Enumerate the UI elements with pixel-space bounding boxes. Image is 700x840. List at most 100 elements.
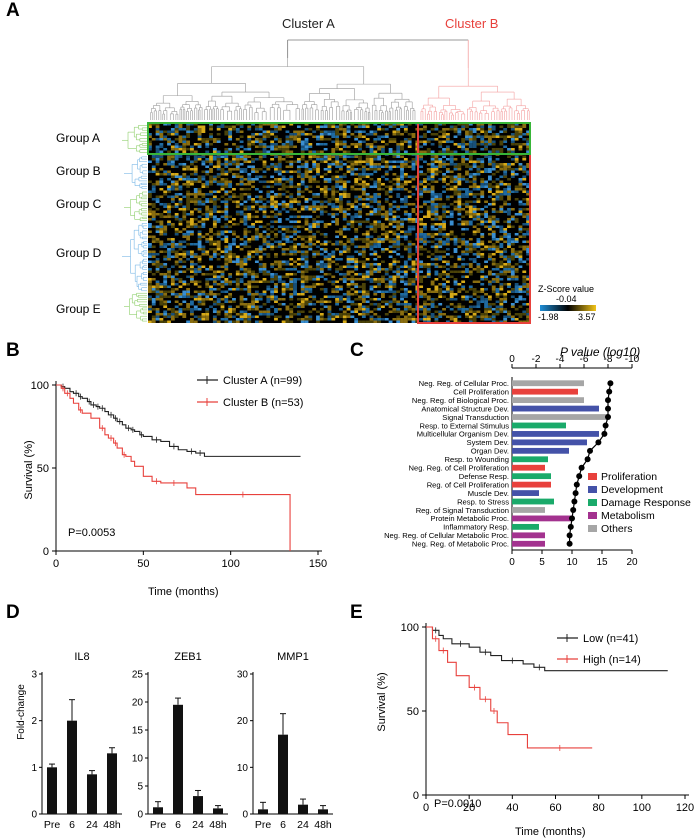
- heatmap-cell: [388, 250, 393, 253]
- heatmap-cell: [526, 183, 530, 186]
- heatmap-cell: [342, 278, 347, 281]
- heatmap-cell: [335, 263, 339, 266]
- heatmap-cell: [358, 155, 362, 158]
- heatmap-cell: [148, 280, 152, 283]
- heatmap-cell: [381, 233, 385, 236]
- heatmap-cell: [274, 268, 278, 271]
- heatmap-cell: [396, 160, 401, 163]
- heatmap-cell: [358, 210, 362, 213]
- heatmap-cell: [369, 143, 374, 146]
- heatmap-cell: [289, 155, 294, 158]
- heatmap-cell: [499, 235, 504, 238]
- heatmap-cell: [392, 123, 397, 126]
- heatmap-cell: [442, 178, 446, 181]
- heatmap-cell: [228, 225, 233, 228]
- heatmap-cell: [461, 155, 466, 158]
- heatmap-cell: [407, 313, 412, 316]
- heatmap-cell: [277, 260, 282, 263]
- heatmap-cell: [419, 253, 424, 256]
- heatmap-cell: [220, 308, 225, 311]
- heatmap-cell: [251, 308, 255, 311]
- heatmap-cell: [304, 143, 309, 146]
- heatmap-cell: [396, 233, 401, 236]
- heatmap-cell: [396, 130, 401, 133]
- heatmap-cell: [205, 240, 210, 243]
- heatmap-cell: [499, 180, 504, 183]
- heatmap-cell: [335, 148, 339, 151]
- heatmap-cell: [258, 205, 263, 208]
- heatmap-cell: [499, 140, 504, 143]
- heatmap-cell: [346, 283, 351, 286]
- heatmap-cell: [243, 235, 248, 238]
- heatmap-cell: [434, 288, 439, 291]
- heatmap-cell: [384, 300, 389, 303]
- heatmap-cell: [365, 163, 370, 166]
- heatmap-cell: [182, 240, 187, 243]
- heatmap-cell: [430, 213, 435, 216]
- heatmap-cell: [495, 275, 500, 278]
- heatmap-cell: [220, 230, 225, 233]
- heatmap-cell: [163, 278, 168, 281]
- heatmap-cell: [507, 183, 511, 186]
- heatmap-cell: [182, 183, 187, 186]
- heatmap-cell: [361, 283, 366, 286]
- heatmap-cell: [193, 283, 198, 286]
- heatmap-cell: [377, 210, 382, 213]
- heatmap-cell: [438, 135, 443, 138]
- heatmap-cell: [186, 295, 191, 298]
- heatmap-cell: [472, 230, 477, 233]
- heatmap-cell: [514, 308, 519, 311]
- heatmap-cell: [193, 190, 198, 193]
- heatmap-cell: [377, 165, 382, 168]
- heatmap-cell: [365, 203, 370, 206]
- heatmap-cell: [331, 175, 336, 178]
- heatmap-cell: [373, 230, 378, 233]
- heatmap-cell: [457, 123, 462, 126]
- heatmap-cell: [407, 218, 412, 221]
- heatmap-cell: [510, 278, 515, 281]
- heatmap-cell: [339, 148, 343, 151]
- heatmap-cell: [331, 188, 336, 191]
- heatmap-cell: [178, 148, 183, 151]
- heatmap-cell: [277, 213, 282, 216]
- heatmap-cell: [430, 305, 435, 308]
- heatmap-cell: [468, 190, 473, 193]
- heatmap-cell: [419, 245, 424, 248]
- heatmap-cell: [201, 313, 206, 316]
- heatmap-cell: [419, 308, 424, 311]
- heatmap-cell: [465, 123, 469, 126]
- heatmap-cell: [361, 233, 366, 236]
- heatmap-cell: [491, 278, 496, 281]
- heatmap-cell: [239, 168, 244, 171]
- heatmap-cell: [503, 183, 508, 186]
- heatmap-cell: [296, 195, 301, 198]
- heatmap-cell: [384, 215, 389, 218]
- heatmap-cell: [434, 173, 439, 176]
- heatmap-cell: [465, 308, 469, 311]
- heatmap-cell: [312, 135, 317, 138]
- heatmap-cell: [308, 238, 313, 241]
- heatmap-cell: [151, 198, 156, 201]
- heatmap-cell: [407, 243, 412, 246]
- heatmap-cell: [388, 300, 393, 303]
- heatmap-cell: [507, 310, 511, 313]
- heatmap-cell: [304, 148, 309, 151]
- heatmap-cell: [361, 308, 366, 311]
- heatmap-cell: [507, 260, 511, 263]
- heatmap-cell: [465, 130, 469, 133]
- heatmap-cell: [262, 270, 267, 273]
- heatmap-cell: [468, 315, 473, 318]
- heatmap-cell: [281, 280, 286, 283]
- heatmap-cell: [216, 253, 221, 256]
- heatmap-cell: [239, 130, 244, 133]
- heatmap-cell: [392, 283, 397, 286]
- heatmap-cell: [346, 170, 351, 173]
- heatmap-cell: [182, 173, 187, 176]
- heatmap-cell: [354, 228, 359, 231]
- heatmap-cell: [159, 138, 164, 141]
- heatmap-cell: [495, 295, 500, 298]
- heatmap-cell: [392, 188, 397, 191]
- heatmap-cell: [514, 143, 519, 146]
- heatmap-cell: [384, 218, 389, 221]
- heatmap-cell: [274, 205, 278, 208]
